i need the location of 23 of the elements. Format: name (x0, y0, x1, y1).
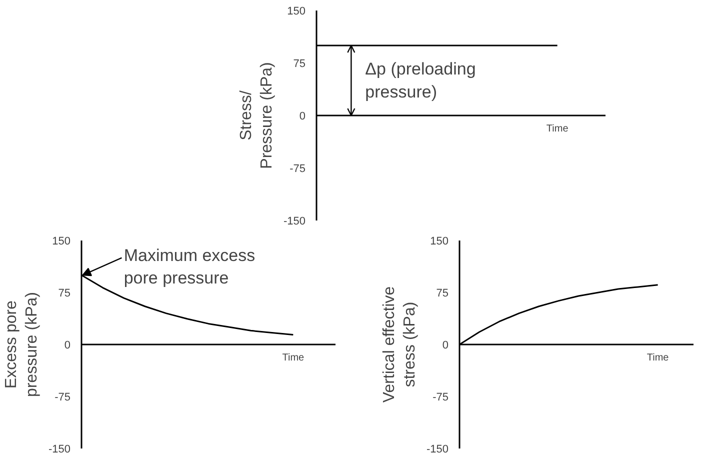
y-tick-label: -75 (54, 392, 71, 404)
annotation: Maximum excess pore pressure (124, 246, 256, 288)
y-tick-label: -150 (283, 216, 306, 228)
y-tick-label: 150 (287, 6, 306, 18)
y-tick-label: 0 (64, 340, 71, 352)
y-axis-title: Stress/ Pressure (kPa) (238, 62, 276, 169)
annotation: Δp (preloading pressure) (365, 60, 476, 102)
y-tick-label: 0 (442, 340, 449, 352)
x-axis-title: Time (282, 352, 305, 364)
y-tick-label: 0 (299, 110, 306, 122)
y-tick-label: 75 (436, 288, 449, 300)
y-tick-label: -75 (432, 392, 449, 404)
y-axis-title: Vertical effective stress (kPa) (381, 286, 418, 403)
y-tick-label: 75 (293, 58, 306, 70)
y-tick-label: 75 (58, 288, 71, 300)
y-tick-label: 150 (430, 236, 449, 248)
x-axis-title: Time (646, 352, 670, 364)
y-axis-title: Excess pore pressure (kPa) (3, 292, 40, 397)
y-tick-label: -75 (290, 163, 306, 175)
y-tick-label: -150 (426, 444, 449, 456)
x-axis-title: Time (546, 124, 569, 134)
y-tick-label: -150 (48, 444, 71, 456)
y-tick-label: 150 (52, 236, 71, 248)
